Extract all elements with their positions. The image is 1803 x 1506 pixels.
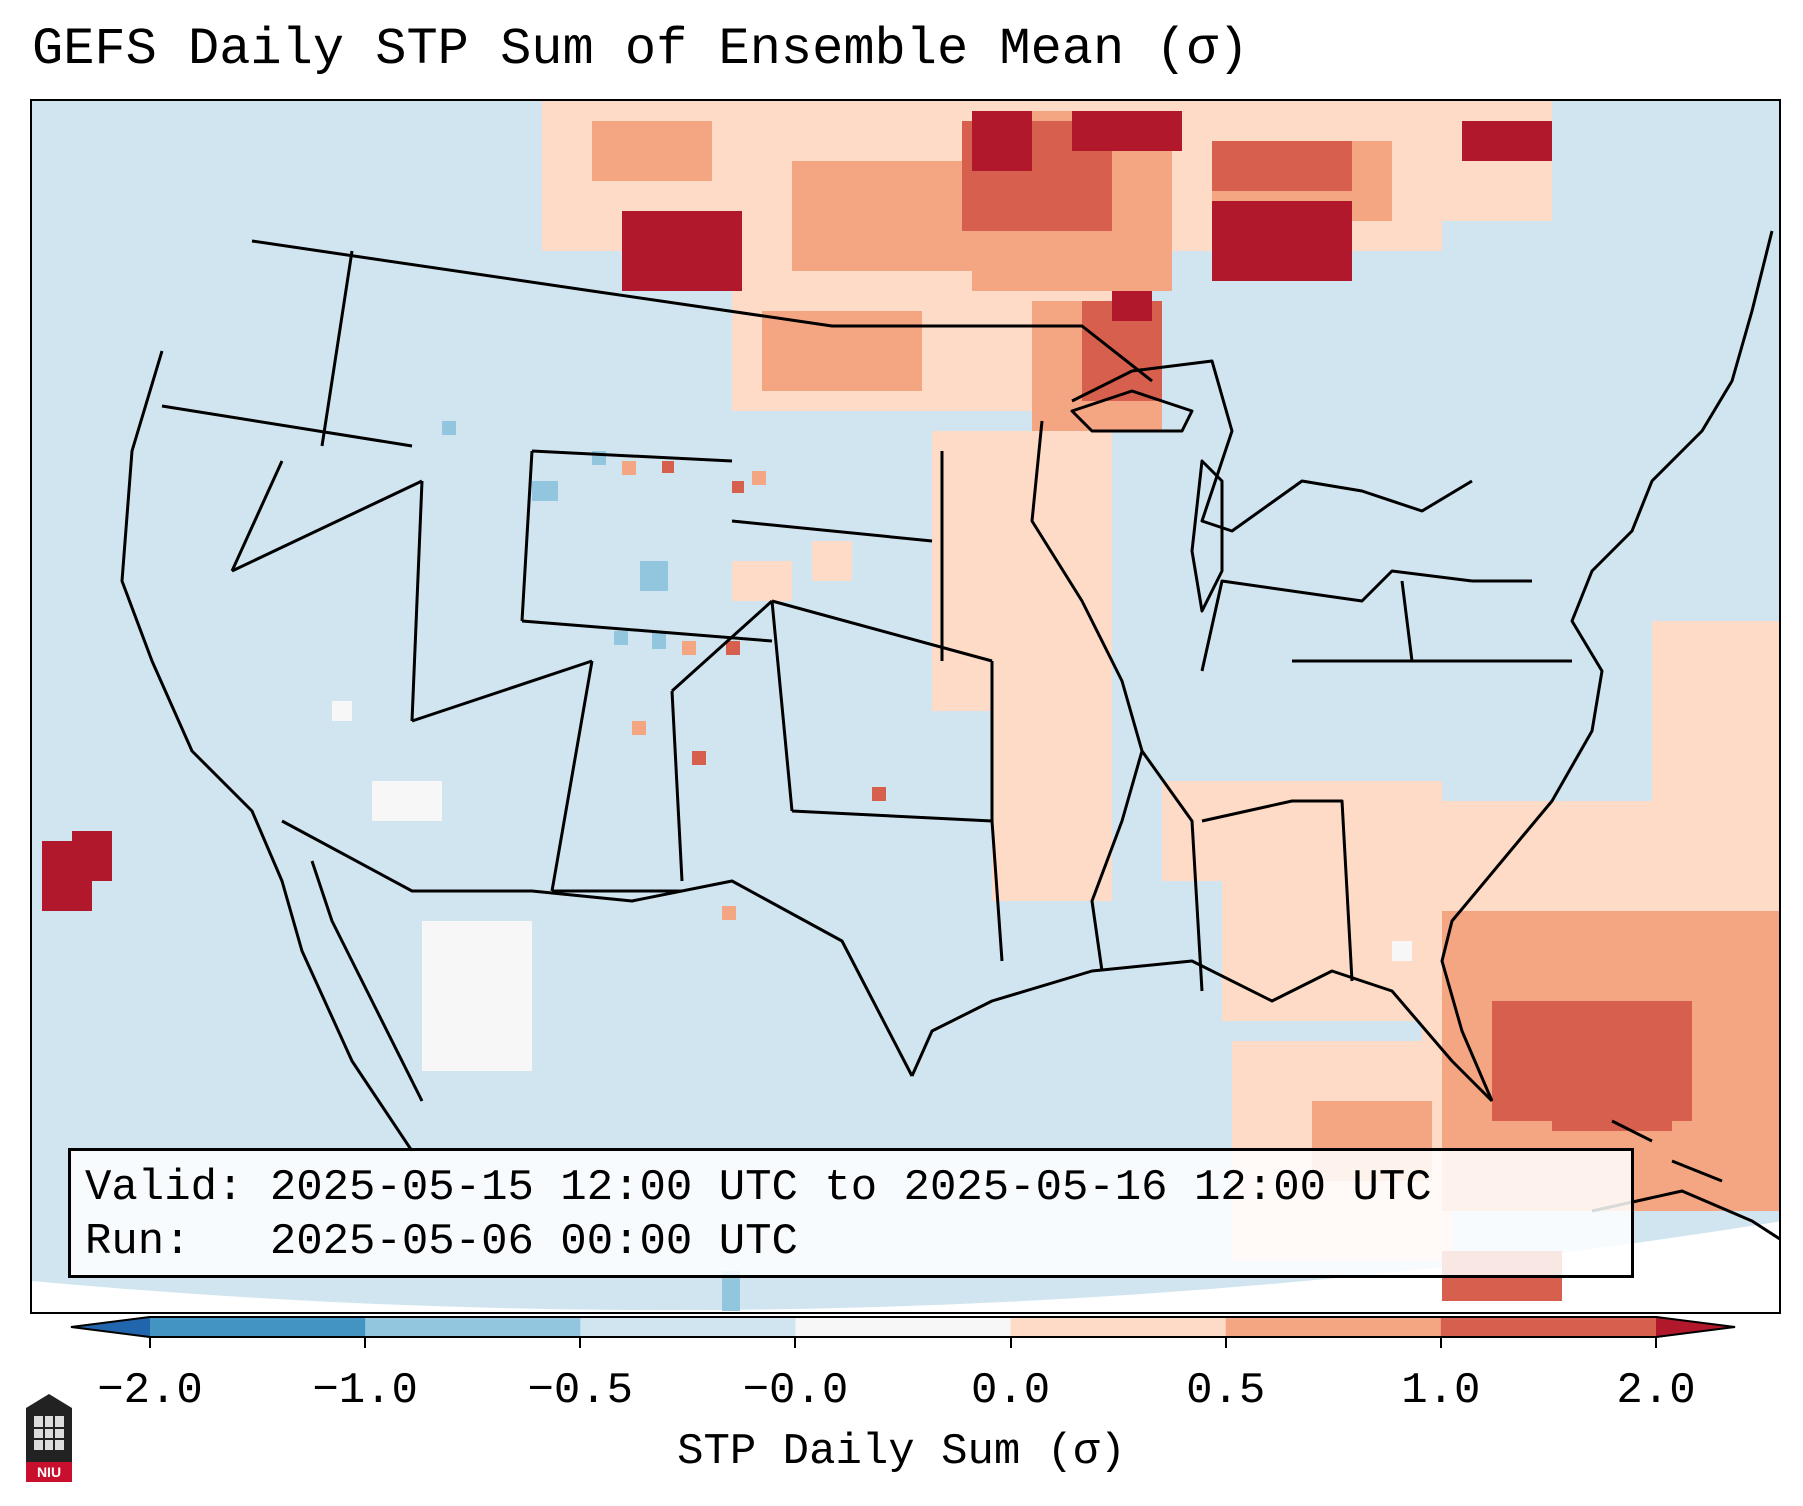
baja-coast [310,860,424,1102]
valid-label: Valid: [85,1163,244,1213]
colorbar-label: STP Daily Sum (σ) [677,1427,1126,1477]
colorbar-tick-mark [1439,1338,1442,1348]
lake-michigan [1190,459,1224,613]
valid-run-info-box: Valid: 2025-05-15 12:00 UTC to 2025-05-1… [68,1148,1634,1278]
logo-text: NIU [37,1464,61,1480]
cuba [1591,1189,1779,1241]
anomaly-field-mexico-zero [332,701,1412,1071]
lake-superior [1070,389,1194,433]
great-lakes [1071,359,1473,533]
colorbar-tick-mark [1009,1338,1012,1348]
colorbar-tick-mark [794,1338,797,1348]
run-row: Run: 2025-05-06 00:00 UTC [85,1215,1617,1269]
anomaly-scatter [622,461,766,920]
domain-edge-bottom [32,1221,1779,1312]
colorbar-segment [580,1316,796,1338]
gulf-coast [910,959,1494,1103]
logo-banner [26,1462,72,1482]
map-canvas [32,101,1779,1312]
anomaly-field-rockies-negative [442,421,740,1311]
mississippi-river [1030,420,1144,972]
run-value: 2025-05-06 00:00 UTC [269,1217,798,1267]
colorbar-tick-mark [1224,1338,1227,1348]
bahamas [1611,1119,1723,1183]
colorbar-tick-mark [364,1338,367,1348]
colorbar-tick-mark [579,1338,582,1348]
colorbar-extend-low [70,1316,150,1338]
us-mexico-border [281,819,914,1077]
run-label: Run: [85,1217,191,1267]
us-canada-border [251,239,1153,383]
valid-value: 2025-05-15 12:00 UTC to 2025-05-16 12:00… [269,1163,1432,1213]
colorbar-segment [365,1316,581,1338]
anomaly-field-central-us [732,431,1442,1021]
pacific-coast [120,350,414,1152]
logo-window [34,1416,64,1450]
anomaly-scatter-high [662,461,886,801]
colorbar-tick-label: −0.0 [742,1366,849,1416]
atlantic-coast [1440,230,1774,1102]
colorbar-tick-label: −1.0 [312,1366,418,1416]
colorbar-tick-label: 0.5 [1186,1366,1266,1416]
colorbar [70,1316,1736,1338]
chart-title: GEFS Daily STP Sum of Ensemble Mean (σ) [32,20,1249,79]
anomaly-field-pacific [42,831,112,911]
niu-logo: NIU [26,1394,72,1482]
colorbar-outline [70,1316,1736,1338]
colorbar-extend-high [1656,1316,1736,1338]
colorbar-segment [1225,1316,1442,1338]
colorbar-tick-label: 1.0 [1401,1366,1481,1416]
colorbar-segment [150,1316,366,1338]
colorbar-tick-label: 0.0 [970,1366,1051,1416]
state-lines [161,250,1572,992]
colorbar-tick-label: −0.5 [527,1366,634,1416]
colorbar-segment [1010,1316,1227,1338]
colorbar-tick-mark [149,1338,151,1348]
boundaries [120,230,1779,1241]
colorbar-segment [1440,1316,1657,1338]
map-panel: Valid: 2025-05-15 12:00 UTC to 2025-05-1… [30,99,1781,1314]
valid-row: Valid: 2025-05-15 12:00 UTC to 2025-05-1… [85,1161,1617,1215]
anomaly-field-canada-extreme [622,111,1552,321]
colorbar-segment [795,1316,1012,1338]
colorbar-tick-mark [1655,1338,1657,1348]
colorbar-tick-label: 2.0 [1616,1366,1696,1416]
colorbar-tick-label: −2.0 [97,1366,203,1416]
